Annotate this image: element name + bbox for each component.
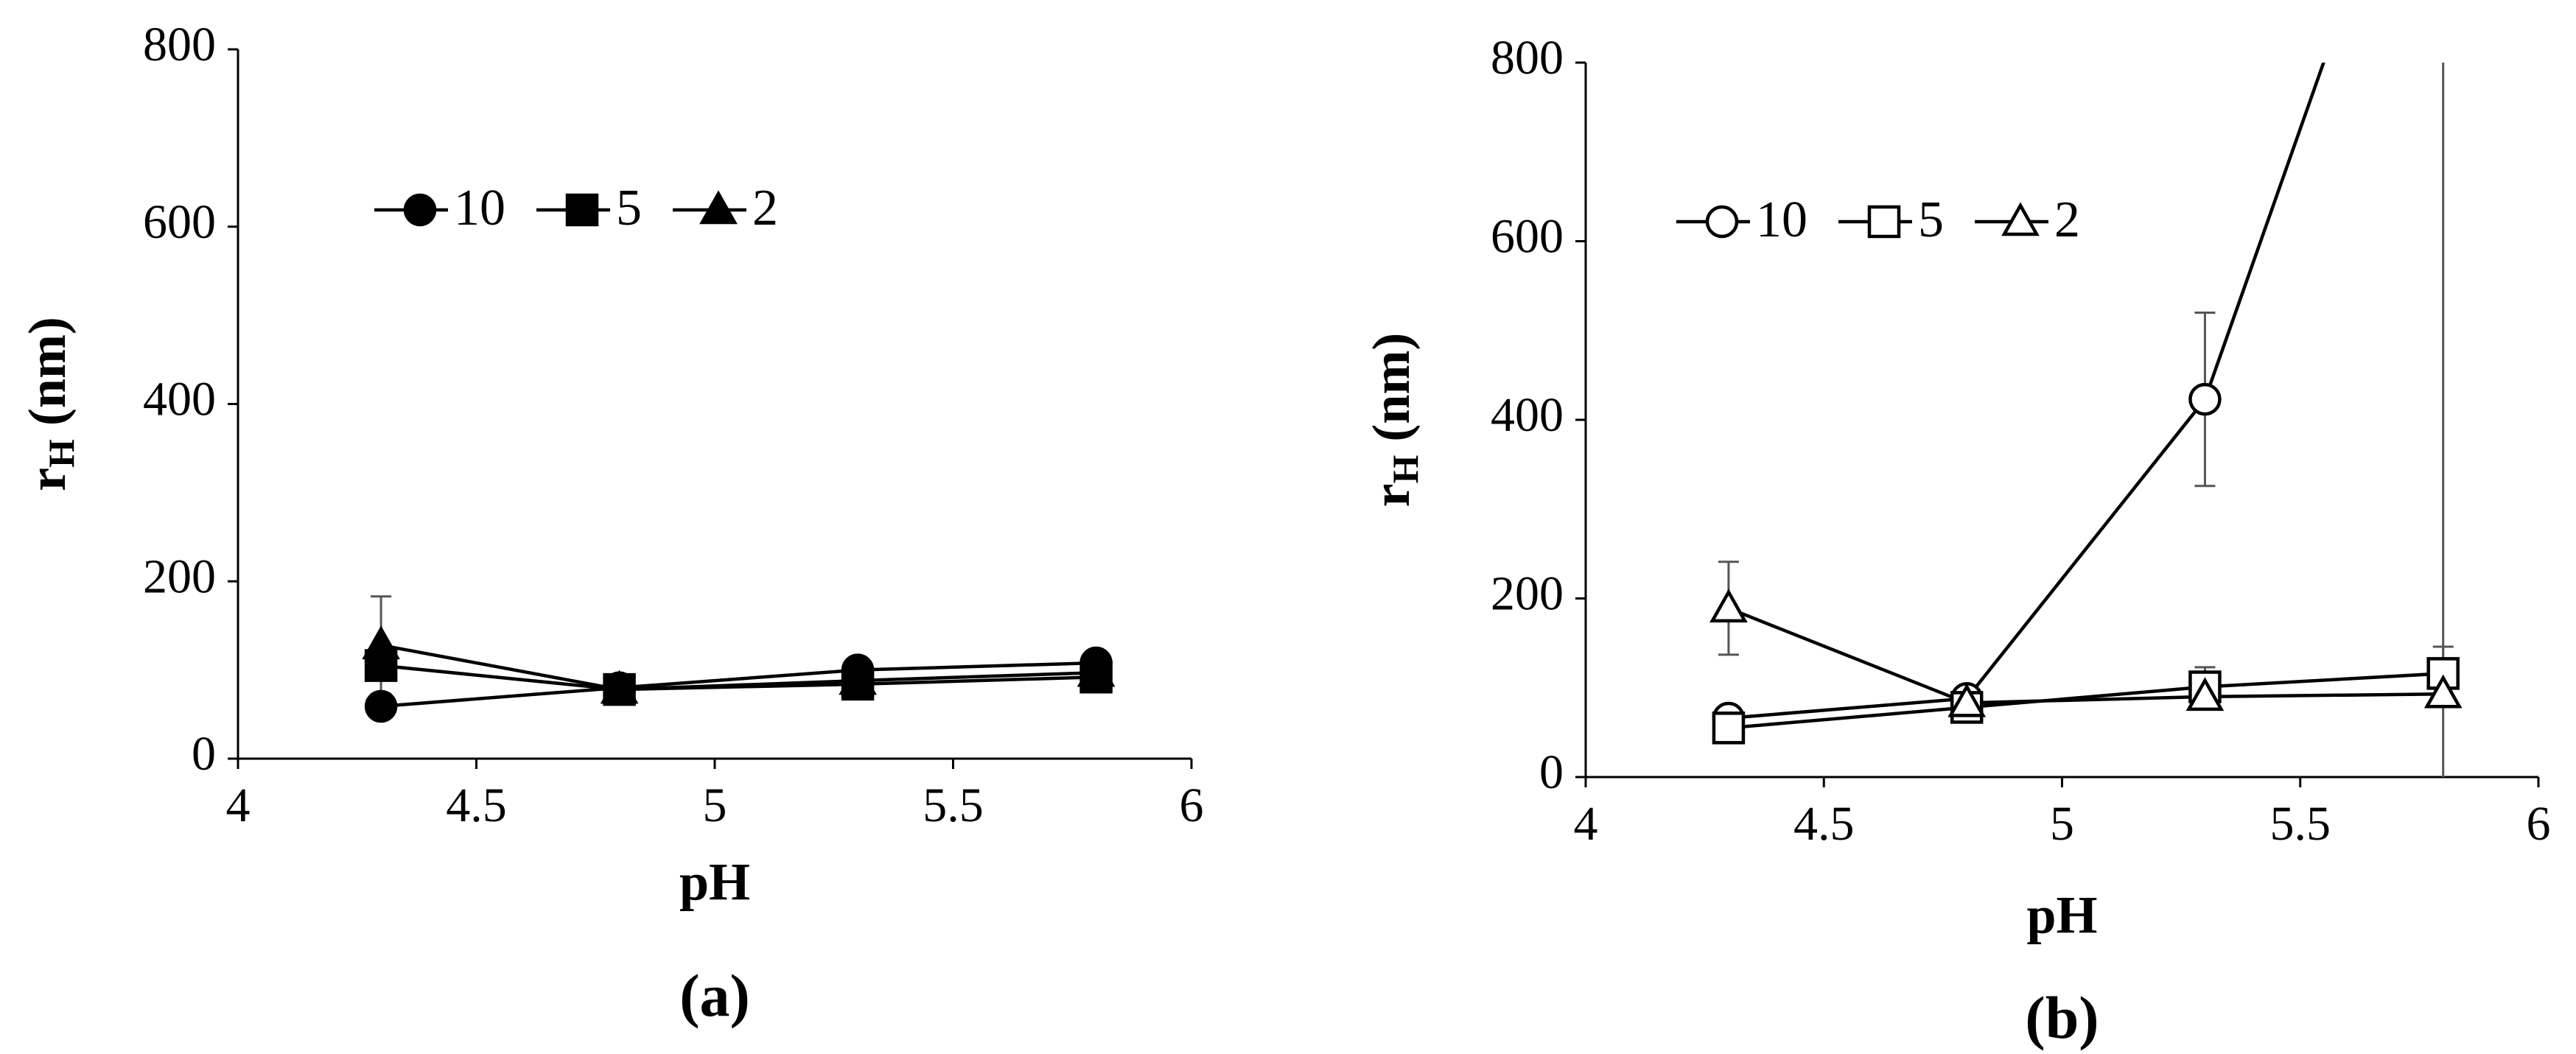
legend-marker: [1867, 205, 1901, 239]
data-point: [2188, 382, 2222, 416]
x-tick-label: 5.5: [923, 779, 984, 832]
y-tick-label: 600: [1491, 210, 1564, 264]
y-axis-title-unit: (nm): [18, 317, 77, 426]
x-tick-label: 4.5: [1793, 797, 1855, 851]
x-tick-label: 6: [2527, 797, 2551, 851]
series-line: [380, 661, 1096, 709]
x-tick-label: 5: [703, 779, 727, 832]
x-axis-title: pH: [679, 853, 750, 912]
y-axis-title: rH (nm): [18, 317, 83, 491]
legend-marker: [2001, 202, 2040, 236]
x-tick-label: 5.5: [2270, 797, 2331, 851]
series-line: [380, 643, 1096, 692]
y-tick-label: 400: [143, 373, 216, 426]
y-tick-label: 0: [1539, 745, 1564, 799]
legend-marker: [565, 193, 599, 227]
data-point: [1709, 589, 1748, 623]
error-bar: [2442, 63, 2445, 777]
series-line: [380, 664, 1096, 692]
y-tick-label: 800: [1491, 31, 1564, 85]
x-tick-label: 4.5: [446, 779, 507, 832]
legend-marker: [1705, 205, 1739, 239]
y-axis-title-main: r: [18, 468, 77, 491]
data-point: [2423, 674, 2463, 709]
series-line: [1728, 63, 2325, 720]
x-tick-label: 6: [1180, 779, 1204, 832]
y-tick-label: 0: [192, 727, 216, 781]
y-axis-title-sub: H: [1385, 454, 1426, 483]
legend-marker: [403, 193, 437, 227]
y-tick-label: 200: [143, 549, 216, 603]
data-point: [1947, 683, 1987, 717]
panel: 0 200 400 600 800 4 4.5 5 5.5 6 pH (a) rH (nm) 10 5 2: [18, 18, 1204, 1029]
data-point: [1712, 712, 1746, 745]
data-point: [839, 661, 877, 695]
data-point: [364, 689, 398, 723]
data-point: [600, 670, 639, 704]
y-tick-label: 200: [1491, 567, 1564, 621]
series-line: [1728, 672, 2443, 730]
legend-label: 2: [2054, 192, 2080, 248]
y-axis-title-sub: H: [41, 439, 82, 468]
panel-label: (b): [2025, 984, 2099, 1051]
x-tick-label: 4: [226, 779, 251, 832]
x-tick-label: 4: [1574, 797, 1598, 851]
panel-label: (a): [679, 962, 750, 1029]
legend-label: 10: [454, 180, 505, 236]
y-axis-title-unit: (nm): [1362, 333, 1421, 442]
y-tick-label: 800: [143, 18, 216, 71]
legend-label: 5: [1918, 192, 1944, 248]
y-tick-label: 600: [143, 195, 216, 249]
data-point: [362, 625, 400, 660]
panel: 0 200 400 600 800 4 4.5 5 5.5 6 pH (b) rH (nm) 10 5 2: [1362, 31, 2551, 1051]
x-tick-label: 5: [2050, 797, 2074, 851]
y-axis-title: rH (nm): [1362, 333, 1427, 507]
legend-marker: [699, 190, 738, 225]
y-axis-title-main: r: [1362, 483, 1421, 507]
legend-label: 10: [1756, 192, 1807, 248]
x-axis-title: pH: [2026, 886, 2097, 945]
data-point: [2185, 677, 2225, 712]
legend-label: 2: [752, 180, 778, 236]
plot-area: [362, 595, 1116, 723]
data-point: [1077, 653, 1116, 687]
series-line: [1728, 606, 2443, 705]
plot-area: [1709, 63, 2463, 777]
legend-label: 5: [616, 180, 642, 236]
y-tick-label: 400: [1491, 388, 1564, 442]
